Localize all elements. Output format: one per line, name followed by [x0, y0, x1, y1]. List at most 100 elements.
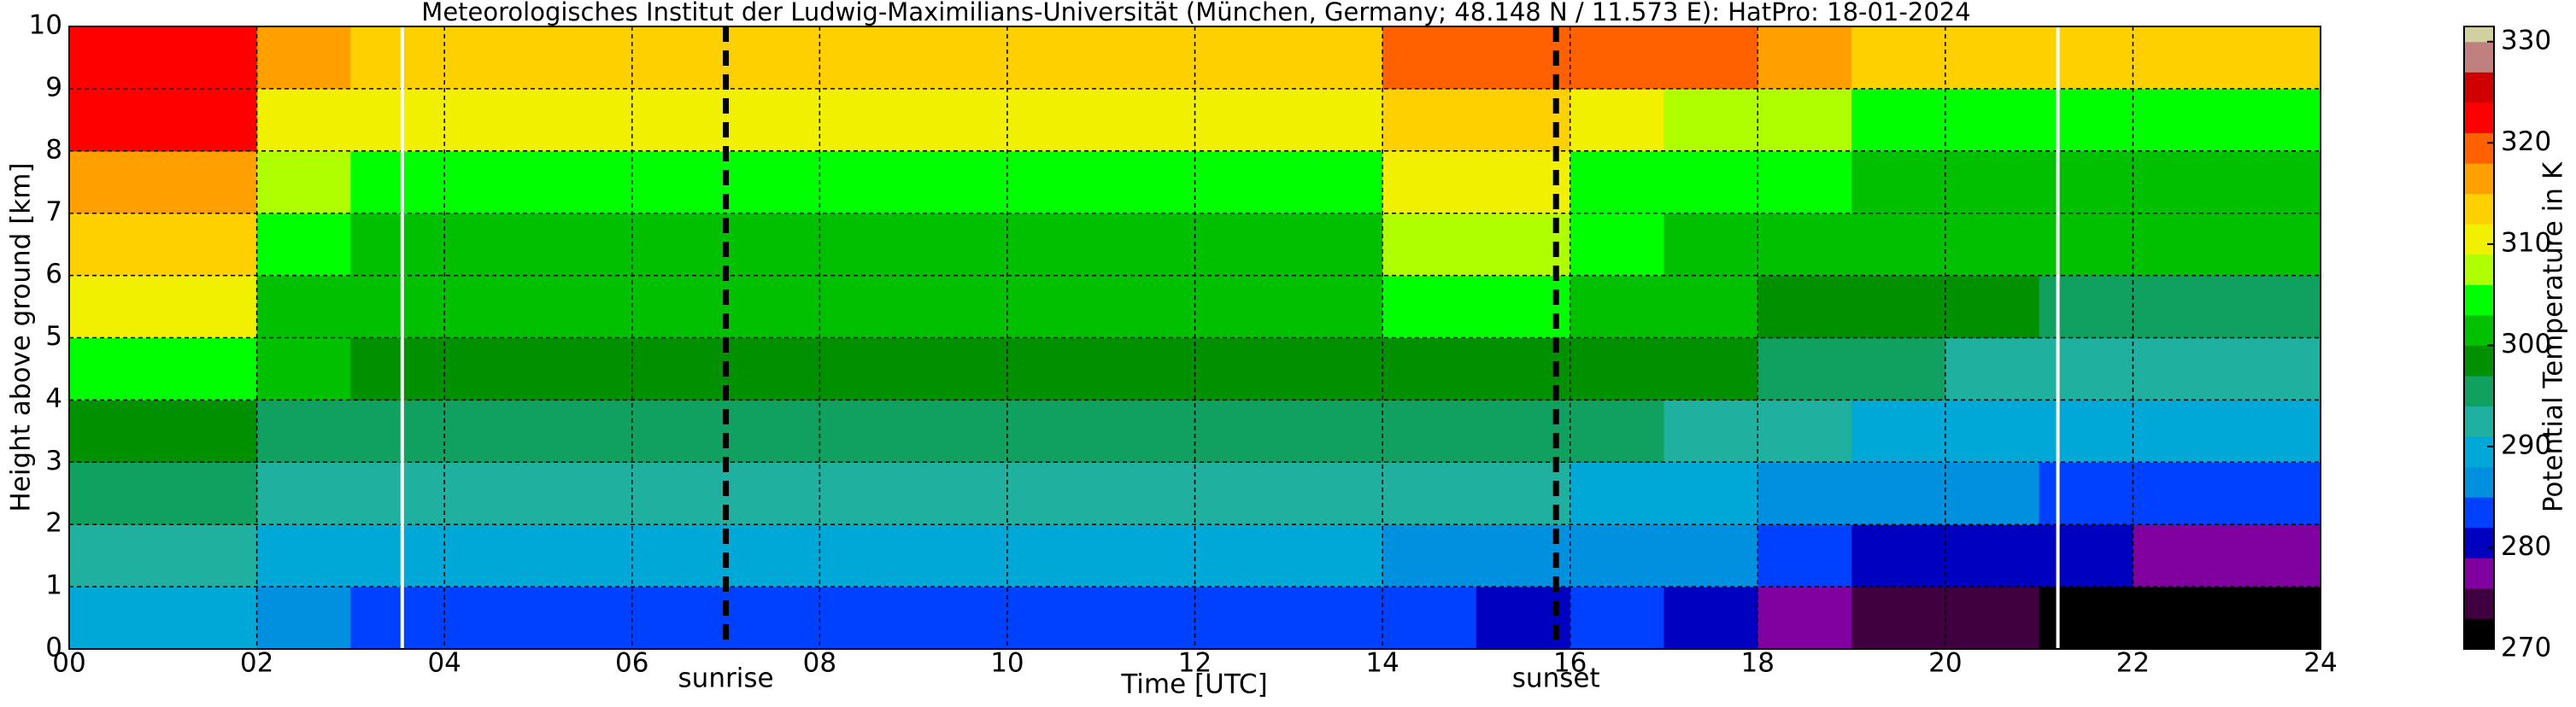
heat-cell — [1100, 150, 1196, 214]
heat-cell — [1664, 88, 1758, 152]
heat-cell — [1006, 587, 1102, 650]
heat-cell — [1664, 524, 1758, 587]
heat-cell — [1945, 275, 2040, 339]
heat-cell — [1945, 213, 2040, 277]
heat-cell — [1382, 213, 1477, 277]
heat-cell — [537, 275, 633, 339]
heat-cell — [350, 150, 445, 214]
heat-cell — [2039, 400, 2134, 463]
heat-cell — [819, 213, 914, 277]
heat-cell — [1757, 587, 1852, 650]
heat-cell — [631, 26, 727, 90]
heat-cell — [1570, 524, 1665, 587]
heat-cell — [1570, 150, 1665, 214]
heat-cell — [1757, 88, 1852, 152]
heat-cell — [444, 88, 539, 152]
colorbar-segment — [2464, 72, 2494, 103]
heat-cell — [631, 88, 727, 152]
heat-cell — [162, 400, 258, 463]
heat-cell — [1664, 150, 1758, 214]
heat-cell — [1382, 88, 1477, 152]
heat-cell — [1288, 275, 1383, 339]
heat-cell — [725, 275, 820, 339]
heat-cell — [1476, 275, 1571, 339]
heat-cell — [913, 337, 1008, 400]
colorbar-segment — [2464, 26, 2494, 43]
heat-cell — [350, 26, 445, 90]
x-tick-label: 00 — [52, 648, 85, 679]
heat-cell — [1664, 462, 1758, 525]
heat-cell — [819, 275, 914, 339]
colorbar-segment — [2464, 558, 2494, 589]
heat-cell — [1194, 524, 1289, 587]
heat-cell — [2039, 88, 2134, 152]
heat-cell — [2133, 26, 2227, 90]
heat-cell — [2133, 400, 2227, 463]
annotation: sunset — [1512, 663, 1600, 694]
heat-cell — [2227, 337, 2321, 400]
colorbar-segment — [2464, 102, 2494, 133]
heat-cell — [1100, 400, 1196, 463]
heat-cell — [913, 400, 1008, 463]
heat-cell — [1664, 26, 1758, 90]
heat-cell — [1851, 587, 1946, 650]
heat-cell — [1006, 337, 1102, 400]
heat-cell — [913, 462, 1008, 525]
heat-cell — [1664, 275, 1758, 339]
heat-cell — [1194, 150, 1289, 214]
heat-cell — [1664, 337, 1758, 400]
colorbar-segment — [2464, 163, 2494, 195]
heat-cell — [256, 337, 351, 400]
heat-cell — [162, 26, 258, 90]
heat-cell — [913, 150, 1008, 214]
colorbar-tick-label: 300 — [2501, 329, 2551, 359]
heat-cell — [69, 587, 164, 650]
heat-cell — [162, 524, 258, 587]
heat-cell — [444, 462, 539, 525]
heat-cell — [537, 587, 633, 650]
heat-cell — [1382, 337, 1477, 400]
heat-cell — [1100, 337, 1196, 400]
heat-cell — [1006, 26, 1102, 90]
x-tick-label: 08 — [803, 648, 836, 679]
colorbar-segment — [2464, 466, 2494, 498]
heat-cell — [1851, 400, 1946, 463]
heat-cell — [631, 213, 727, 277]
heat-cell — [2227, 26, 2321, 90]
y-tick-label: 0 — [45, 633, 62, 663]
heat-cell — [1945, 524, 2040, 587]
heat-cell — [256, 400, 351, 463]
colorbar-tick-label: 270 — [2501, 633, 2551, 663]
heat-cell — [2039, 587, 2134, 650]
heat-cell — [350, 337, 445, 400]
heat-cell — [1194, 213, 1289, 277]
heat-cell — [631, 524, 727, 587]
heat-cell — [1006, 275, 1102, 339]
heat-cell — [2133, 275, 2227, 339]
heat-cell — [1945, 400, 2040, 463]
heat-cell — [725, 400, 820, 463]
heat-cell — [1288, 524, 1383, 587]
colorbar-tick-label: 290 — [2501, 429, 2551, 460]
heat-cell — [256, 462, 351, 525]
heat-cell — [1664, 400, 1758, 463]
colorbar-tick-label: 320 — [2501, 126, 2551, 157]
heat-cell — [1570, 337, 1665, 400]
heat-cell — [819, 462, 914, 525]
heat-cell — [1570, 275, 1665, 339]
colorbar-tick-label: 330 — [2501, 25, 2551, 56]
y-tick-label: 10 — [29, 10, 62, 41]
heat-cell — [1006, 462, 1102, 525]
heat-cell — [1288, 150, 1383, 214]
colorbar-frame — [2463, 26, 2495, 650]
heat-cell — [1382, 150, 1477, 214]
heat-cell — [913, 587, 1008, 650]
colorbar-segment — [2464, 41, 2494, 73]
heat-cell — [1945, 337, 2040, 400]
heat-cell — [1570, 213, 1665, 277]
colorbar-segment — [2464, 254, 2494, 285]
heat-cell — [2227, 88, 2321, 152]
heat-cell — [631, 400, 727, 463]
colorbar-segment — [2464, 375, 2494, 407]
